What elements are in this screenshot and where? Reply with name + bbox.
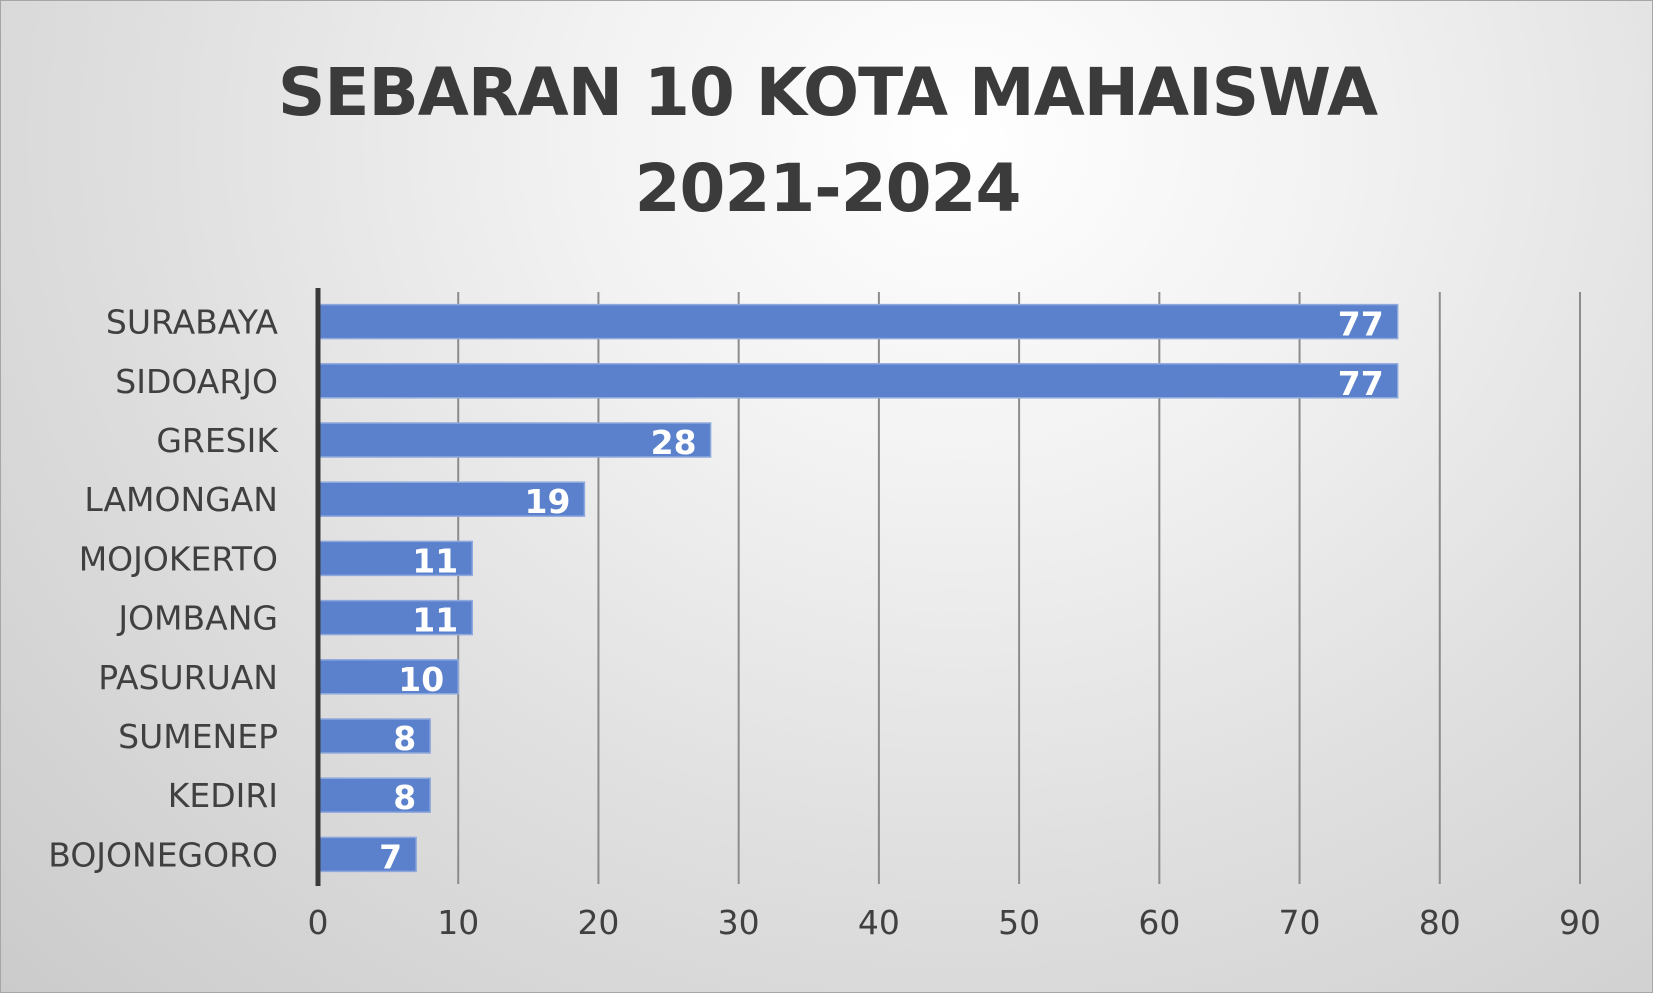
data-label-surabaya: 77: [1338, 305, 1384, 344]
labels: 0 10 20 30 40 50 60 70 80 90 SURABAYA 77 SIDOARJO 77 G…: [48, 303, 1601, 942]
bar-gresik: [317, 422, 712, 458]
bar-mojokerto: [317, 540, 473, 577]
x-tick-label-70: 70: [1279, 903, 1321, 942]
category-label-pasuruan: PASURUAN: [98, 658, 278, 697]
data-label-pasuruan: 10: [398, 660, 444, 699]
x-tick-label-40: 40: [858, 903, 900, 942]
category-label-lamongan: LAMONGAN: [84, 480, 278, 519]
data-label-kediri: 8: [393, 778, 416, 817]
x-tick-label-30: 30: [718, 903, 760, 942]
bars: [317, 303, 1399, 873]
bar-sumenep: [317, 718, 431, 754]
x-tick-label-10: 10: [437, 903, 479, 942]
chart-title-line-1: SEBARAN 10 KOTA MAHAISWA: [277, 54, 1378, 131]
category-label-surabaya: SURABAYA: [106, 303, 279, 342]
category-label-bojonegoro: BOJONEGORO: [48, 835, 278, 874]
data-label-gresik: 28: [651, 423, 697, 462]
bar-sidoarjo: [317, 363, 1399, 399]
category-label-sidoarjo: SIDOARJO: [115, 362, 278, 401]
data-label-sidoarjo: 77: [1338, 364, 1384, 403]
bar-lamongan: [317, 481, 586, 517]
bar-bojonegoro: [317, 836, 417, 873]
data-label-lamongan: 19: [524, 482, 570, 521]
data-label-bojonegoro: 7: [379, 837, 402, 876]
data-label-jombang: 11: [412, 601, 458, 640]
bar-kediri: [317, 777, 431, 813]
data-label-sumenep: 8: [393, 719, 416, 758]
data-label-mojokerto: 11: [412, 541, 458, 580]
category-label-mojokerto: MOJOKERTO: [79, 539, 278, 578]
x-tick-label-90: 90: [1559, 903, 1601, 942]
chart-title-line-2: 2021-2024: [634, 150, 1022, 227]
x-tick-label-80: 80: [1419, 903, 1461, 942]
bar-jombang: [317, 599, 473, 636]
category-label-kediri: KEDIRI: [168, 776, 278, 815]
category-label-jombang: JOMBANG: [116, 599, 278, 638]
category-label-sumenep: SUMENEP: [118, 717, 278, 756]
x-tick-label-60: 60: [1138, 903, 1180, 942]
x-tick-label-20: 20: [577, 903, 619, 942]
bar-surabaya: [317, 303, 1399, 340]
bar-pasuruan: [317, 659, 459, 695]
category-label-gresik: GRESIK: [156, 421, 279, 460]
chart-title: SEBARAN 10 KOTA MAHAISWA 2021-2024: [1, 45, 1653, 237]
x-tick-label-0: 0: [308, 903, 329, 942]
x-tick-label-50: 50: [998, 903, 1040, 942]
